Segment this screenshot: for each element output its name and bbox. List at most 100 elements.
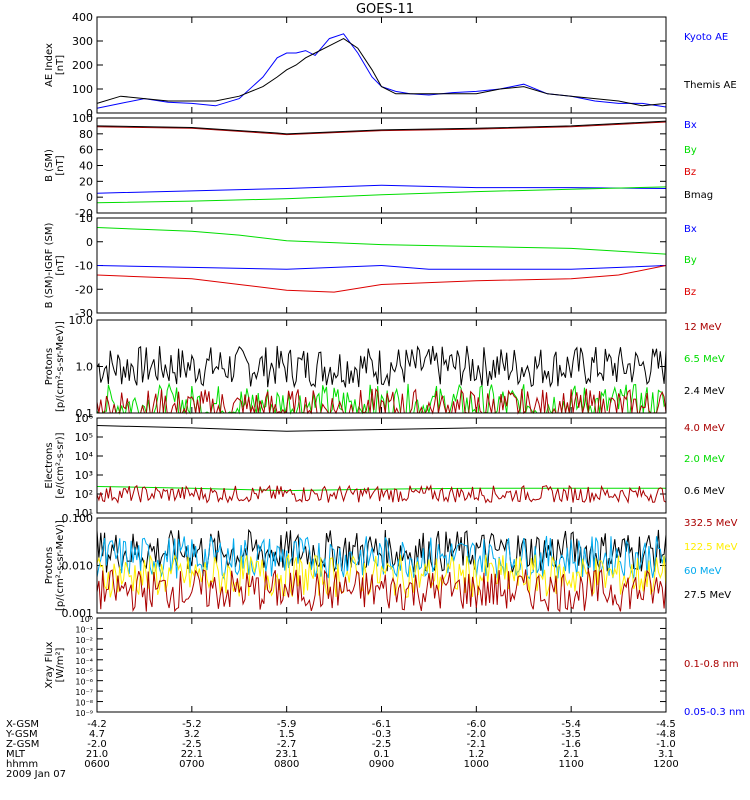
legend-entry: Bmag [684, 190, 713, 201]
series-themis-ae [96, 38, 667, 107]
ephemeris-value: -2.0 [467, 729, 487, 740]
legend-entry: 0.05-0.3 nm [684, 707, 745, 718]
ephemeris-value: 1200 [653, 759, 678, 770]
ephemeris-value: -2.5 [372, 739, 392, 750]
ephemeris-value: -5.9 [277, 719, 297, 730]
ephemeris-value: -0.3 [372, 729, 392, 740]
y-axis-label: Protons [44, 547, 55, 584]
y-tick-label: 10⁻⁸ [75, 699, 93, 708]
y-tick-label: 10⁵ [75, 431, 93, 444]
ephemeris-value: -1.0 [656, 739, 676, 750]
y-tick-label: 10⁻⁵ [75, 667, 93, 676]
y-tick-label: 10¹ [75, 507, 93, 520]
y-tick-label: 0 [86, 191, 93, 204]
ephemeris-value: -5.2 [182, 719, 202, 730]
y-axis-label: B (SM) [44, 149, 55, 182]
series-by [96, 186, 667, 204]
ephemeris-value: 1000 [464, 759, 489, 770]
ephemeris-value: 0.1 [374, 749, 390, 760]
series-60-mev [96, 535, 667, 581]
ephemeris-value: 23.1 [276, 749, 298, 760]
ephemeris-value: -4.8 [656, 729, 676, 740]
series-6-5-mev [96, 382, 667, 415]
ephemeris-value: -2.1 [467, 739, 487, 750]
y-tick-label: 0 [86, 236, 93, 249]
ephemeris-value: -6.1 [372, 719, 392, 730]
legend-entry: Kyoto AE [684, 32, 728, 43]
legend-entry: 60 MeV [684, 566, 722, 577]
panel-frame [96, 319, 667, 414]
ephemeris-row-label: Y-GSM [5, 729, 38, 740]
legend-entry: By [684, 255, 697, 266]
panel-frame [96, 617, 667, 713]
y-tick-label: 60 [79, 144, 93, 157]
y-axis-label: [nT] [55, 255, 66, 275]
y-tick-label: 20 [79, 175, 93, 188]
panel-frame [96, 16, 667, 114]
y-tick-label: -20 [75, 283, 93, 296]
plot-title: GOES-11 [356, 2, 414, 17]
y-tick-label: 40 [79, 160, 93, 173]
y-tick-label: 0 [86, 107, 93, 120]
legend-entry: Themis AE [683, 80, 737, 91]
panel-6: 0.001 0.010 0.100 Protons [p/(cm²-s-sr-MeV)]… [44, 512, 738, 620]
y-axis-label: [p/(cm²-s-sr-MeV)] [55, 520, 66, 611]
y-axis-label: B (SM)-IGRF (SM) [44, 223, 55, 309]
y-tick-label: 0.001 [62, 607, 94, 620]
ephemeris-value: 21.0 [86, 749, 108, 760]
y-axis-label: AE Index [44, 43, 55, 87]
legend-entry: 122.5 MeV [684, 542, 738, 553]
ephemeris-value: 0700 [179, 759, 204, 770]
series-122-5-mev [96, 553, 667, 598]
legend-entry: Bz [684, 287, 696, 298]
date-label: 2009 Jan 07 [6, 769, 66, 780]
panel-frame [96, 117, 667, 214]
legend-entry: 2.4 MeV [684, 386, 725, 397]
ephemeris-value: 22.1 [181, 749, 203, 760]
panel-frame [96, 217, 667, 314]
y-tick-label: 10⁻⁹ [75, 709, 93, 718]
ephemeris-value: 0800 [274, 759, 299, 770]
ephemeris-value: 1100 [558, 759, 583, 770]
panel-1: 0 100 200 300 400 AE Index [nT] Kyoto AE Themis … [44, 11, 737, 120]
ephemeris-value: -6.0 [467, 719, 487, 730]
y-tick-label: -10 [75, 260, 93, 273]
series-bz [96, 121, 667, 136]
series-2-4-mev [96, 345, 667, 389]
legend-entry: 4.0 MeV [684, 423, 725, 434]
series-by [96, 227, 667, 255]
legend-entry: 332.5 MeV [684, 518, 738, 529]
ephemeris-row-label: Z-GSM [6, 739, 39, 750]
y-axis-label: Electrons [44, 442, 55, 488]
y-tick-label: 400 [72, 11, 93, 24]
ephemeris-value: -2.0 [87, 739, 107, 750]
ephemeris-value: 0900 [369, 759, 394, 770]
y-tick-label: 100 [72, 112, 93, 125]
ephemeris-value: 0600 [84, 759, 109, 770]
panel-3: -30 -20 -10 0 10 B (SM)-IGRF (SM) [nT] Bx By Bz [44, 212, 697, 320]
series-4-0-mev [96, 484, 667, 505]
panel-frame [96, 517, 667, 614]
legend-entry: Bx [684, 224, 697, 235]
legend-entry: 0.6 MeV [684, 486, 725, 497]
y-tick-label: 10⁰ [80, 615, 93, 624]
y-tick-label: 100 [72, 83, 93, 96]
ephemeris-value: -1.6 [561, 739, 581, 750]
ephemeris-value: -4.5 [656, 719, 676, 730]
y-tick-label: 200 [72, 59, 93, 72]
ephemeris-row-label: hhmm [6, 759, 38, 770]
ephemeris-table: X-GSM -4.2 -5.2 -5.9 -6.1 -6.0 -5.4 -4.5 Y-GSM 4.… [5, 719, 679, 780]
ephemeris-row-label: X-GSM [6, 719, 39, 730]
ephemeris-value: -5.4 [561, 719, 581, 730]
series-bx [96, 184, 667, 194]
panel-7: 10⁻⁹10⁻⁸ 10⁻⁷10⁻⁶ 10⁻⁵10⁻⁴ 10⁻³10⁻² 10⁻¹10⁰ X… [44, 615, 745, 718]
y-axis-label: Xray Flux [44, 641, 55, 688]
y-tick-label: 0.010 [62, 560, 94, 573]
y-axis-label: Protons [44, 348, 55, 385]
ephemeris-value: -3.5 [561, 729, 581, 740]
y-tick-label: -30 [75, 307, 93, 320]
series-bx [96, 264, 667, 270]
y-axis-label: [p/(cm²-s-sr-MeV)] [55, 321, 66, 412]
y-tick-label: 10⁴ [75, 450, 94, 463]
